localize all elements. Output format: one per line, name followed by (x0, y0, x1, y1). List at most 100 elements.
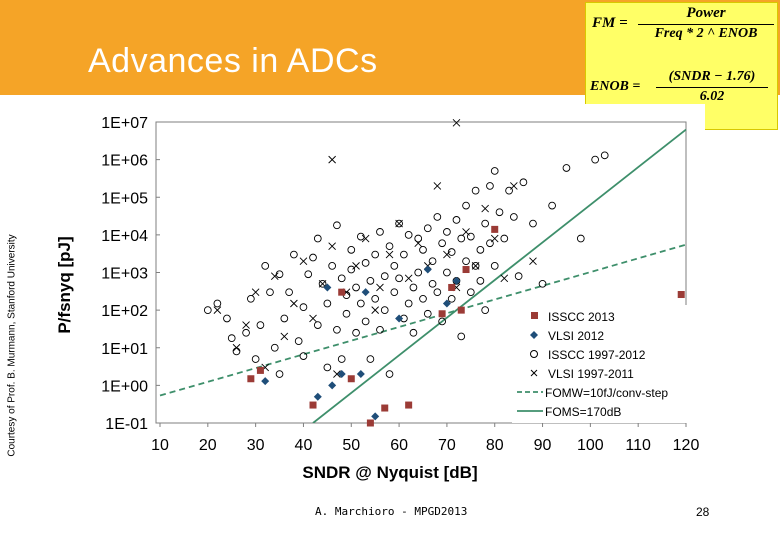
isscc-1997-2012-point (505, 186, 513, 195)
isscc-1997-2012-point (476, 245, 485, 254)
vlsi-2012-point (328, 381, 337, 390)
isscc-1997-2012-point (423, 224, 432, 233)
legend-label-fomw: FOMW=10fJ/conv-step (545, 386, 668, 400)
isscc-1997-2012-point (538, 279, 547, 288)
isscc-1997-2012-point (299, 303, 308, 311)
isscc-1997-2012-point (285, 288, 293, 297)
isscc-1997-2012-point (447, 294, 456, 303)
y-tick-label: 1E+05 (101, 190, 148, 207)
legend-circle-marker (530, 350, 538, 358)
isscc-1997-2012-point (270, 343, 279, 352)
isscc-1997-2012-point (400, 250, 408, 259)
isscc-1997-2012-point (299, 352, 308, 360)
fm-lhs: FM = (592, 15, 628, 31)
isscc-1997-2012-point (323, 363, 332, 372)
x-tick-label: 20 (199, 437, 217, 454)
isscc-1997-2012-point (438, 239, 446, 248)
isscc-1997-2012-point (529, 219, 537, 228)
vlsi-2012-point (395, 314, 404, 323)
isscc-1997-2012-point (471, 262, 480, 270)
isscc-1997-2012-point (495, 208, 504, 217)
isscc-1997-2012-point (380, 306, 389, 314)
isscc-2013-point (405, 401, 413, 409)
isscc-2013-point (366, 419, 374, 427)
formula-box: FM = Power Freq * 2 ^ ENOB ENOB = (SNDR … (585, 2, 778, 130)
x-tick-label: 50 (342, 437, 360, 454)
vlsi-1997-2011-point (500, 274, 509, 283)
isscc-1997-2012-point (333, 221, 341, 230)
isscc-1997-2012-point (443, 228, 451, 236)
slide-title: Advances in ADCs (88, 42, 378, 80)
isscc-1997-2012-point (280, 314, 289, 323)
isscc-1997-2012-point (409, 328, 418, 337)
isscc-1997-2012-point (404, 299, 413, 308)
footer-author: A. Marchioro - MPGD2013 (315, 505, 468, 518)
isscc-1997-2012-point (452, 216, 461, 224)
isscc-1997-2012-point (304, 270, 313, 279)
isscc-1997-2012-point (318, 279, 327, 288)
vlsi-1997-2011-point (371, 306, 380, 314)
isscc-1997-2012-point (428, 279, 437, 288)
isscc-1997-2012-point (390, 262, 399, 270)
x-tick-label: 30 (247, 437, 265, 454)
isscc-1997-2012-point (395, 219, 403, 228)
x-tick-label: 100 (577, 437, 604, 454)
isscc-1997-2012-point (361, 259, 370, 267)
isscc-1997-2012-point (323, 299, 332, 308)
isscc-1997-2012-point (576, 234, 585, 243)
y-tick-label: 1E+01 (101, 341, 148, 358)
isscc-1997-2012-point (294, 337, 303, 345)
vlsi-2012-point (261, 377, 270, 386)
x-tick-label: 90 (534, 437, 552, 454)
isscc-1997-2012-point (466, 288, 475, 297)
vlsi-2012-point (423, 265, 432, 274)
foms-line (312, 128, 687, 423)
isscc-1997-2012-point (471, 186, 480, 195)
legend-label-vlsi2012: VLSI 2012 (548, 329, 604, 343)
isscc-1997-2012-point (462, 201, 470, 210)
isscc-1997-2012-point (481, 306, 490, 314)
isscc-1997-2012-point (203, 306, 212, 314)
isscc-2013-point (338, 288, 346, 296)
isscc-1997-2012-point (395, 274, 403, 283)
isscc-1997-2012-point (366, 355, 375, 363)
isscc-1997-2012-point (548, 201, 556, 210)
isscc-1997-2012-point (342, 309, 351, 318)
vlsi-2012-point (371, 412, 380, 421)
vlsi-1997-2011-point (352, 262, 360, 270)
y-tick-label: 1E+00 (101, 378, 148, 395)
isscc-1997-2012-point (313, 234, 322, 243)
vlsi-1997-2011-point (251, 288, 260, 296)
isscc-1997-2012-point (457, 332, 466, 341)
enob-numerator: (SNDR − 1.76) (668, 69, 756, 84)
isscc-1997-2012-point (490, 167, 499, 175)
isscc-1997-2012-point (476, 276, 485, 285)
vlsi-2012-point (337, 370, 346, 379)
isscc-1997-2012-point (443, 268, 451, 277)
vlsi-1997-2011-point (481, 204, 489, 213)
isscc-2013-point (438, 310, 446, 318)
legend-label-isscc2013: ISSCC 2013 (548, 310, 615, 324)
legend-label-foms: FOMS=170dB (545, 405, 621, 419)
vlsi-1997-2011-point (462, 228, 470, 236)
isscc-1997-2012-point (466, 232, 475, 241)
isscc-1997-2012-point (361, 317, 370, 326)
vlsi-1997-2011-point (328, 155, 336, 164)
vlsi-2012-point (313, 392, 322, 401)
vlsi-1997-2011-point (433, 182, 442, 190)
vlsi-1997-2011-point (376, 283, 384, 292)
isscc-2013-point (309, 401, 317, 409)
x-axis-label: SNDR @ Nyquist [dB] (302, 463, 477, 482)
isscc-1997-2012-point (247, 294, 255, 303)
isscc-2013-point (457, 306, 465, 314)
isscc-1997-2012-point (352, 328, 360, 337)
vlsi-1997-2011-point (333, 370, 341, 378)
isscc-1997-2012-point (251, 355, 260, 363)
vlsi-1997-2011-point (443, 250, 451, 259)
x-tick-label: 10 (151, 437, 169, 454)
isscc-1997-2012-point (510, 213, 518, 221)
isscc-1997-2012-point (385, 242, 394, 251)
isscc-1997-2012-point (385, 370, 394, 378)
isscc-1997-2012-point (519, 178, 528, 187)
